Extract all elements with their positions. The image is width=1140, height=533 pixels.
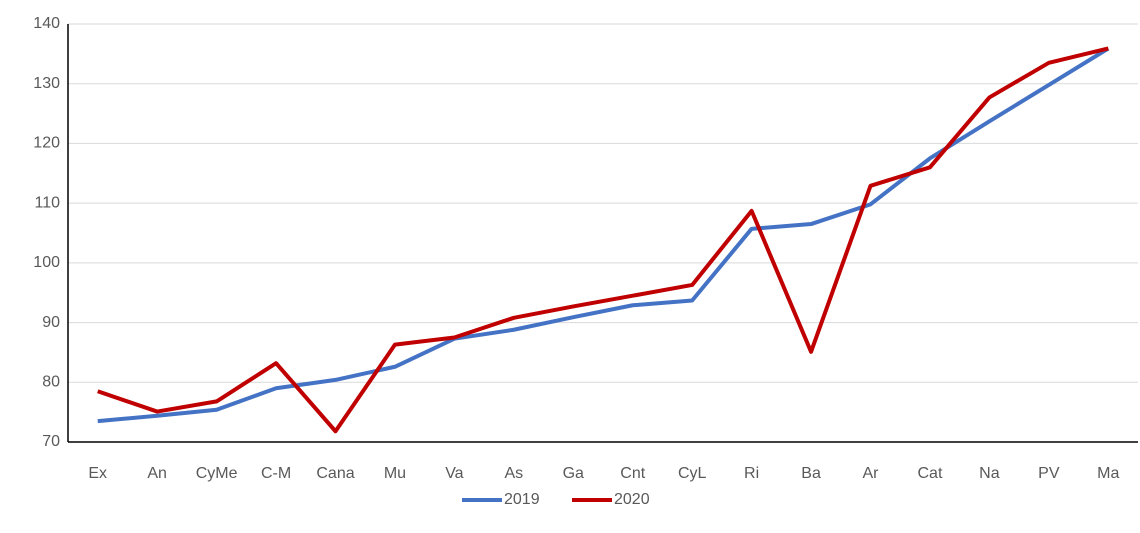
x-tick-label: Ex xyxy=(88,465,107,482)
x-tick-label: Mu xyxy=(384,465,406,482)
x-tick-label: Na xyxy=(979,465,1000,482)
x-tick-label: Cnt xyxy=(620,465,645,482)
x-tick-label: Ba xyxy=(801,465,821,482)
legend-label: 2020 xyxy=(614,491,650,508)
line-series xyxy=(97,46,1110,424)
y-tick-label: 90 xyxy=(42,314,60,331)
x-tick-label: Ga xyxy=(563,465,584,482)
x-tick-label: Va xyxy=(445,465,463,482)
y-tick-label: 70 xyxy=(42,433,60,450)
x-tick-label: Cat xyxy=(917,465,942,482)
x-tick-label: Cana xyxy=(316,465,354,482)
x-tick-label: Ri xyxy=(744,465,759,482)
line-series xyxy=(97,46,1109,434)
x-tick-label: As xyxy=(504,465,523,482)
y-tick-label: 100 xyxy=(33,254,60,271)
x-tick-label: Ma xyxy=(1097,465,1119,482)
x-tick-label: PV xyxy=(1038,465,1060,482)
x-tick-label: An xyxy=(147,465,167,482)
y-tick-label: 80 xyxy=(42,374,60,391)
x-tick-label: C-M xyxy=(261,465,291,482)
y-tick-label: 130 xyxy=(33,75,60,92)
y-tick-label: 110 xyxy=(34,194,60,211)
legend-label: 2019 xyxy=(504,491,540,508)
y-tick-label: 120 xyxy=(33,135,60,152)
y-tick-label: 140 xyxy=(33,15,60,32)
x-tick-label: CyMe xyxy=(196,465,238,482)
x-tick-label: CyL xyxy=(678,465,707,482)
x-tick-label: Ar xyxy=(863,465,880,482)
